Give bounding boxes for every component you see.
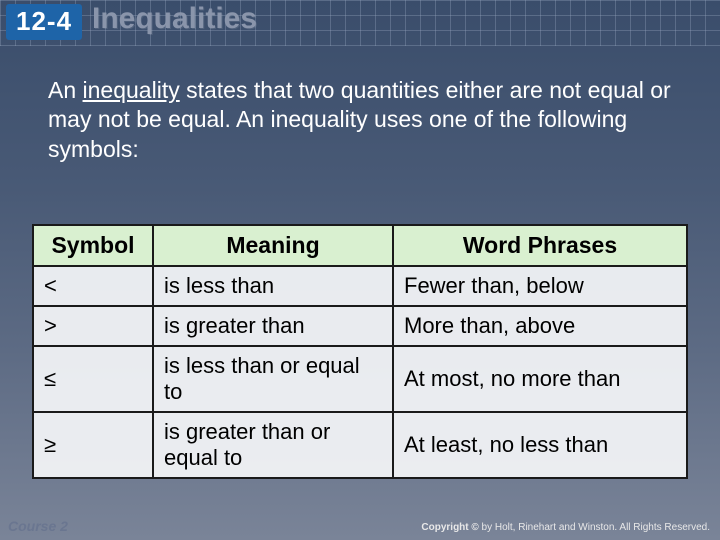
slide: 12-4 Inequalities An inequality states t…	[0, 0, 720, 540]
inequality-table: Symbol Meaning Word Phrases < is less th…	[32, 224, 688, 479]
copyright-label: Copyright ©	[421, 522, 478, 533]
cell-meaning: is less than or equal to	[153, 346, 393, 412]
footer-course: Course 2	[8, 518, 68, 534]
cell-meaning: is less than	[153, 266, 393, 306]
cell-meaning: is greater than	[153, 306, 393, 346]
lesson-badge: 12-4	[6, 4, 82, 40]
col-header-phrases: Word Phrases	[393, 225, 687, 266]
table-header-row: Symbol Meaning Word Phrases	[33, 225, 687, 266]
table-row: < is less than Fewer than, below	[33, 266, 687, 306]
cell-symbol: >	[33, 306, 153, 346]
cell-symbol: <	[33, 266, 153, 306]
copyright-text: by Holt, Rinehart and Winston. All Right…	[479, 522, 710, 533]
cell-phrase: More than, above	[393, 306, 687, 346]
cell-symbol: ≥	[33, 412, 153, 478]
table-row: ≤ is less than or equal to At most, no m…	[33, 346, 687, 412]
footer-copyright: Copyright © by Holt, Rinehart and Winsto…	[421, 522, 710, 533]
footer: Course 2 Copyright © by Holt, Rinehart a…	[0, 514, 720, 536]
cell-meaning: is greater than or equal to	[153, 412, 393, 478]
cell-phrase: At least, no less than	[393, 412, 687, 478]
col-header-symbol: Symbol	[33, 225, 153, 266]
cell-phrase: At most, no more than	[393, 346, 687, 412]
table-row: > is greater than More than, above	[33, 306, 687, 346]
cell-symbol: ≤	[33, 346, 153, 412]
intro-prefix: An	[48, 77, 83, 103]
col-header-meaning: Meaning	[153, 225, 393, 266]
table-row: ≥ is greater than or equal to At least, …	[33, 412, 687, 478]
intro-term: inequality	[83, 77, 180, 103]
intro-paragraph: An inequality states that two quantities…	[48, 76, 672, 164]
page-title: Inequalities	[92, 2, 257, 36]
cell-phrase: Fewer than, below	[393, 266, 687, 306]
